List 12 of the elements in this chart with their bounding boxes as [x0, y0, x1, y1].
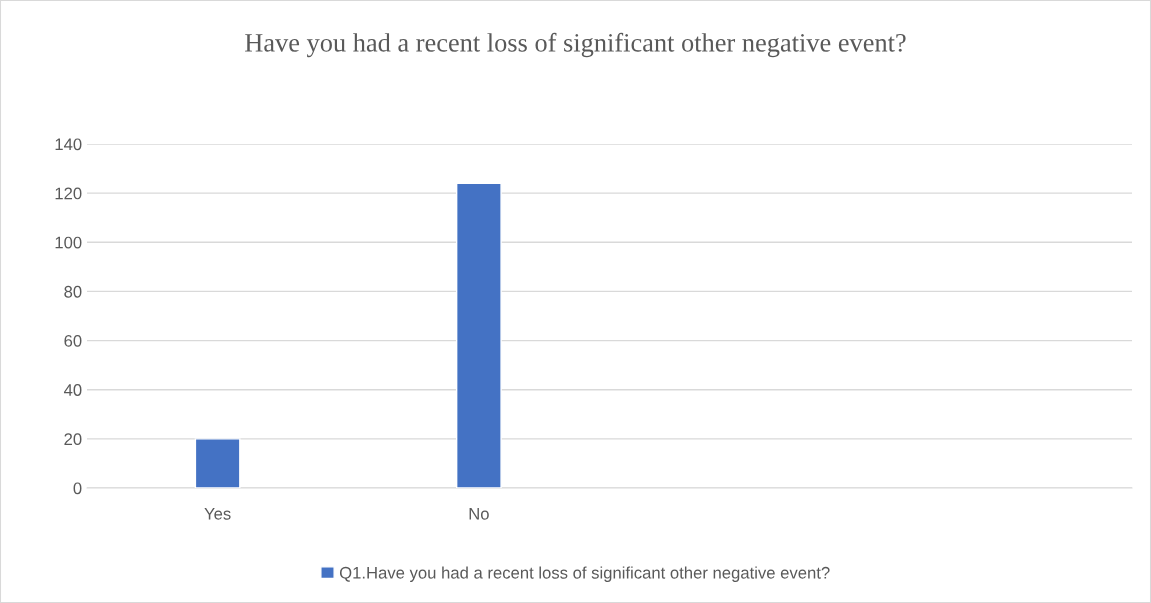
chart-title: Have you had a recent loss of significant other negative event?	[245, 32, 906, 58]
y-tick-label: 120	[55, 187, 82, 200]
y-tick-label: 60	[64, 334, 82, 347]
y-tick-label: 20	[64, 433, 82, 446]
y-tick-label: 100	[55, 236, 82, 249]
legend-label: Q1.Have you had a recent loss of significant other negative event?	[339, 566, 830, 582]
y-tick-label: 140	[55, 138, 82, 151]
x-tick-label: No	[469, 508, 489, 520]
y-tick-label: 0	[73, 482, 82, 495]
x-tick-label: Yes	[204, 508, 231, 520]
y-tick-label: 80	[64, 285, 82, 298]
y-tick-label: 40	[63, 384, 82, 396]
